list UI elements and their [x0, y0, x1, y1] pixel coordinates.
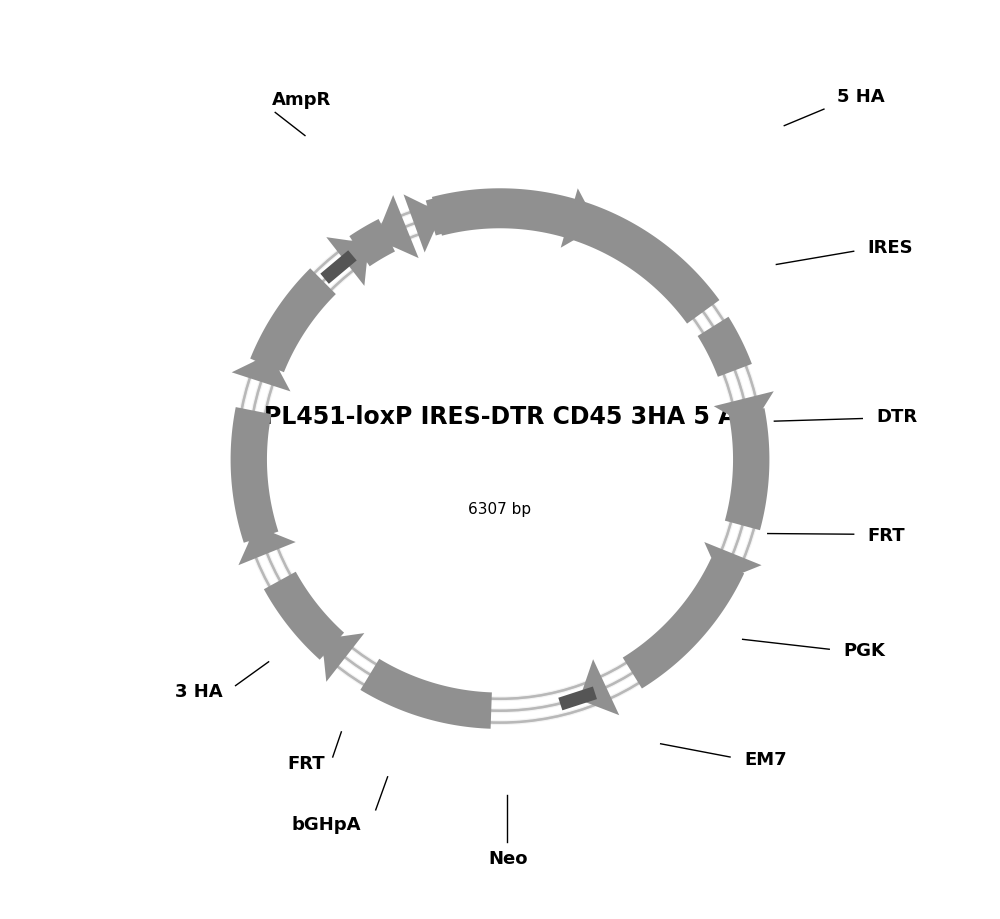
Polygon shape — [704, 542, 762, 581]
Text: EM7: EM7 — [745, 752, 787, 769]
Polygon shape — [432, 188, 719, 323]
Text: PL451-loxP IRES-DTR CD45 3HA 5 A: PL451-loxP IRES-DTR CD45 3HA 5 A — [264, 404, 736, 428]
Polygon shape — [250, 268, 336, 372]
Polygon shape — [426, 190, 543, 235]
Text: 3 HA: 3 HA — [175, 683, 222, 701]
Polygon shape — [326, 237, 369, 286]
Text: bGHpA: bGHpA — [292, 816, 361, 834]
Polygon shape — [698, 317, 752, 377]
Polygon shape — [376, 195, 419, 258]
Text: IRES: IRES — [867, 239, 913, 257]
Text: FRT: FRT — [867, 527, 905, 545]
Polygon shape — [264, 572, 344, 660]
Polygon shape — [360, 659, 492, 729]
Polygon shape — [349, 219, 395, 267]
Text: PGK: PGK — [844, 642, 886, 660]
Text: Neo: Neo — [488, 849, 528, 868]
Polygon shape — [725, 408, 769, 530]
Polygon shape — [238, 526, 296, 565]
Polygon shape — [320, 250, 357, 284]
Polygon shape — [232, 354, 290, 391]
Polygon shape — [579, 659, 619, 715]
Polygon shape — [404, 195, 442, 253]
Text: 6307 bp: 6307 bp — [468, 502, 532, 516]
Text: DTR: DTR — [877, 407, 918, 425]
Polygon shape — [558, 686, 597, 710]
Polygon shape — [561, 188, 598, 248]
Polygon shape — [231, 407, 278, 543]
Text: FRT: FRT — [287, 754, 325, 773]
Text: 5 HA: 5 HA — [837, 88, 885, 106]
Polygon shape — [714, 391, 774, 427]
Polygon shape — [322, 633, 364, 682]
Text: AmpR: AmpR — [272, 91, 331, 109]
Polygon shape — [623, 558, 744, 688]
